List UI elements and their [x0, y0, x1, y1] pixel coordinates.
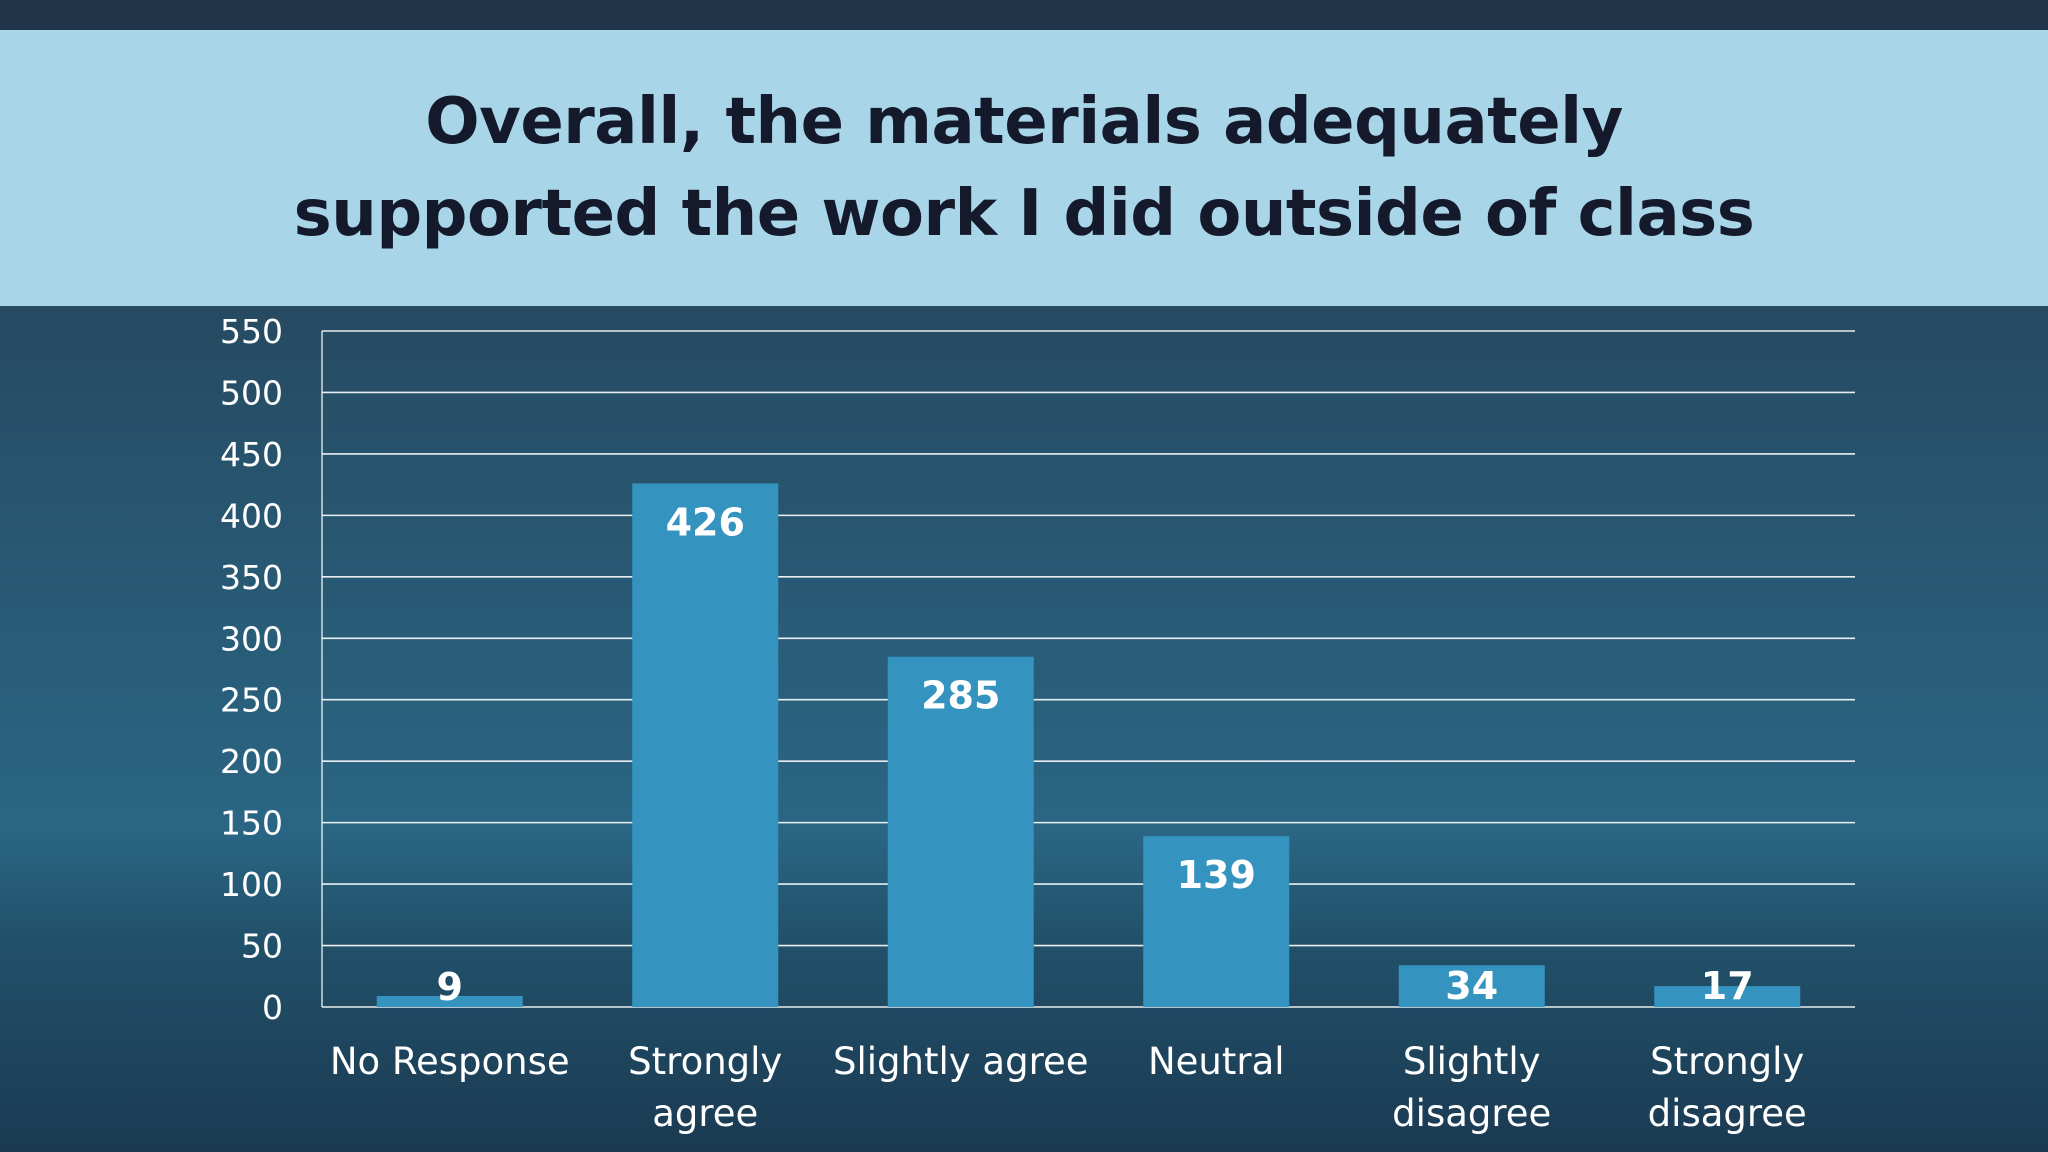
bar [1398, 965, 1545, 1007]
bar [887, 656, 1034, 1007]
data-label: 285 [921, 674, 1000, 718]
bar [1143, 836, 1290, 1007]
x-category-label: Strongly agree [628, 1040, 782, 1135]
data-label: 34 [1445, 964, 1498, 1008]
y-tick-label: 350 [220, 558, 283, 597]
x-category-label: Neutral [1148, 1040, 1285, 1083]
y-tick-label: 0 [262, 988, 283, 1027]
x-category-label: No Response [330, 1040, 570, 1083]
y-tick-label: 250 [220, 681, 283, 720]
top-strip [0, 0, 2048, 30]
y-tick-label: 100 [220, 865, 283, 904]
x-category-label: Slightly disagree [1392, 1040, 1551, 1135]
title-band: Overall, the materials adequately suppor… [0, 30, 2048, 306]
y-tick-label: 150 [220, 804, 283, 843]
bar [376, 995, 523, 1007]
data-labels: 9 426 285 139 34 17 [437, 500, 1754, 1009]
x-category-label: Strongly disagree [1648, 1040, 1807, 1135]
data-label: 9 [437, 965, 463, 1009]
x-category-label: Slightly agree [833, 1040, 1089, 1083]
data-label: 426 [666, 500, 745, 544]
bar [1654, 986, 1801, 1007]
y-tick-label: 200 [220, 742, 283, 781]
slide-title: Overall, the materials adequately suppor… [293, 85, 1755, 251]
data-label: 17 [1701, 964, 1754, 1008]
y-tick-label: 450 [220, 435, 283, 474]
bar [632, 483, 779, 1007]
y-axis-ticks: 0 50 100 150 200 250 300 350 400 450 500 550 [220, 312, 283, 1027]
y-tick-label: 500 [220, 373, 283, 412]
x-axis-categories: No Response Strongly agree Slightly agree Ne… [330, 1040, 1807, 1135]
gridlines [321, 330, 1855, 1008]
y-tick-label: 400 [220, 496, 283, 535]
bars [376, 483, 1801, 1007]
y-tick-label: 300 [220, 619, 283, 658]
data-label: 139 [1177, 853, 1256, 897]
y-tick-label: 50 [241, 927, 283, 966]
y-tick-label: 550 [220, 312, 283, 351]
